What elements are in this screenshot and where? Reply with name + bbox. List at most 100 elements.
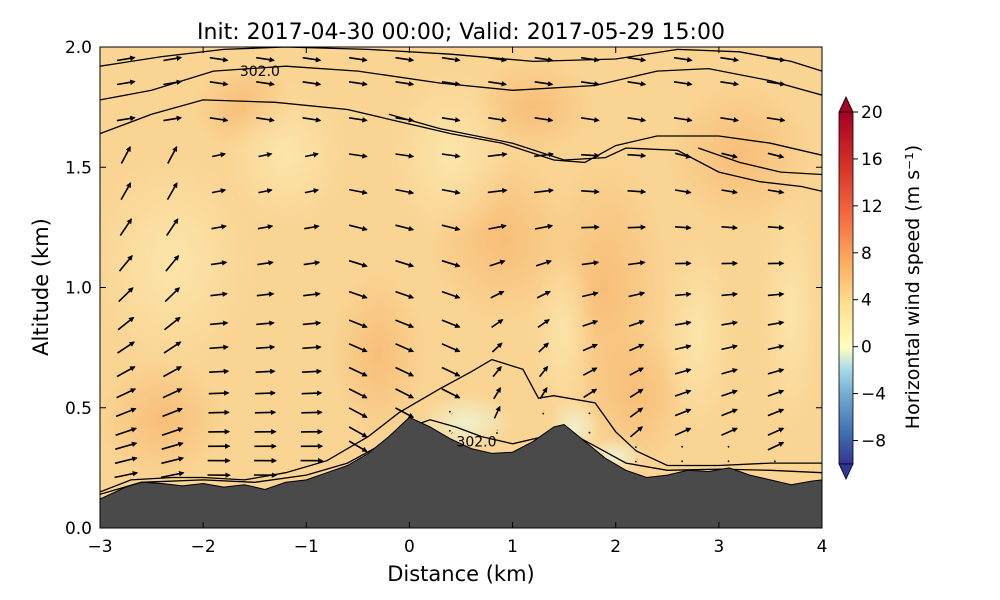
wind-vector: [395, 81, 415, 87]
isentrope-line: [697, 147, 822, 176]
wind-vector: [581, 152, 600, 159]
wind-vector: [537, 319, 550, 329]
wind-vector: [441, 81, 461, 87]
wind-vector: [348, 388, 368, 399]
wind-vector: [580, 56, 600, 63]
wind-vector: [582, 291, 599, 298]
wind-vector: [209, 320, 229, 326]
wind-vector: [161, 427, 184, 436]
wind-vector: [348, 153, 368, 159]
x-tick-label: −3: [87, 537, 112, 557]
wind-vector: [627, 56, 647, 63]
wind-vector: [767, 189, 785, 195]
wind-vector: [395, 224, 415, 232]
colorbar-tick-label: 8: [861, 244, 872, 264]
wind-vector: [441, 188, 461, 195]
y-tick-label: 1.0: [65, 279, 92, 299]
wind-vector: [534, 188, 554, 194]
wind-vector: [211, 188, 227, 194]
wind-vector: [767, 368, 785, 375]
wind-vector: [209, 117, 229, 123]
wind-vector: [441, 224, 461, 232]
wind-vector: [303, 291, 321, 297]
wind-vector: [256, 56, 275, 63]
wind-vector: [582, 343, 598, 352]
wind-vector: [163, 115, 183, 122]
wind-vector: [493, 405, 501, 419]
wind-vector: [629, 407, 644, 418]
wind-vector: [348, 56, 368, 63]
wind-vector: [721, 389, 738, 397]
wind-vector: [629, 388, 644, 399]
wind-vector: [162, 407, 183, 418]
colorbar-scale: [838, 111, 854, 465]
wind-vector: [720, 81, 740, 87]
wind-vector: [348, 290, 368, 299]
wind-vector: [441, 388, 461, 399]
wind-vector: [256, 291, 275, 297]
y-tick-label: 0.0: [65, 519, 92, 539]
wind-vector: [580, 81, 600, 87]
x-tick-label: 4: [817, 537, 828, 557]
wind-vector: [582, 367, 598, 376]
colorbar-extend-top: [838, 96, 854, 113]
wind-vector: [209, 81, 229, 87]
wind-vector: [303, 260, 321, 266]
wind-vector: [441, 259, 461, 268]
wind-vector: [673, 56, 693, 63]
isentrope-line: [100, 419, 822, 495]
x-tick-label: 3: [713, 537, 724, 557]
wind-vector: [302, 344, 322, 351]
isentrope-line: [388, 113, 822, 192]
wind-vector: [767, 389, 785, 397]
wind-vector: [209, 368, 230, 375]
wind-vector: [301, 368, 322, 375]
wind-vector: [674, 152, 692, 159]
wind-speed-region: [100, 155, 255, 372]
wind-vector: [535, 259, 552, 267]
wind-vector: [348, 117, 368, 123]
wind-vector: [115, 407, 137, 418]
wind-vector: [348, 407, 368, 419]
colorbar-ticks: 20 16 12 8 4 0 −4 −8: [853, 103, 886, 452]
wind-speed-region: [223, 83, 348, 228]
wind-vector: [118, 254, 133, 272]
wind-vector: [255, 344, 276, 351]
wind-vector: [487, 151, 508, 158]
wind-vector: [116, 366, 136, 378]
x-tick-label: 0: [404, 537, 415, 557]
y-tick-label: 0.5: [65, 399, 92, 419]
wind-vector: [767, 344, 785, 351]
wind-vector: [773, 458, 778, 463]
wind-vector: [167, 146, 178, 164]
wind-vector: [721, 189, 738, 195]
wind-vector: [767, 224, 785, 231]
wind-vector: [448, 410, 453, 415]
wind-vector: [117, 316, 135, 331]
wind-vector: [348, 259, 368, 268]
wind-vector: [581, 260, 600, 266]
wind-vector: [255, 390, 276, 396]
colorbar-tick-label: 20: [861, 103, 883, 123]
contour-label: 302.0: [240, 64, 280, 80]
wind-vector: [628, 319, 645, 327]
wind-vector: [302, 81, 322, 87]
wind-vector: [348, 81, 368, 87]
wind-vector: [534, 223, 554, 230]
colorbar-tick-label: −4: [861, 385, 886, 405]
wind-vector: [538, 365, 549, 378]
wind-vector: [115, 427, 138, 436]
wind-vector: [674, 389, 692, 397]
wind-vector: [210, 291, 228, 297]
wind-vector: [114, 456, 138, 465]
wind-vector: [674, 189, 692, 195]
wind-vector: [721, 344, 738, 351]
wind-vector: [536, 290, 551, 299]
wind-vector: [720, 117, 740, 123]
wind-vector: [210, 260, 228, 266]
plot-area: 302.0 302.0: [100, 47, 822, 528]
wind-vector: [488, 81, 507, 87]
wind-vector: [629, 426, 644, 438]
wind-vector: [674, 368, 692, 375]
wind-vector: [727, 458, 731, 463]
